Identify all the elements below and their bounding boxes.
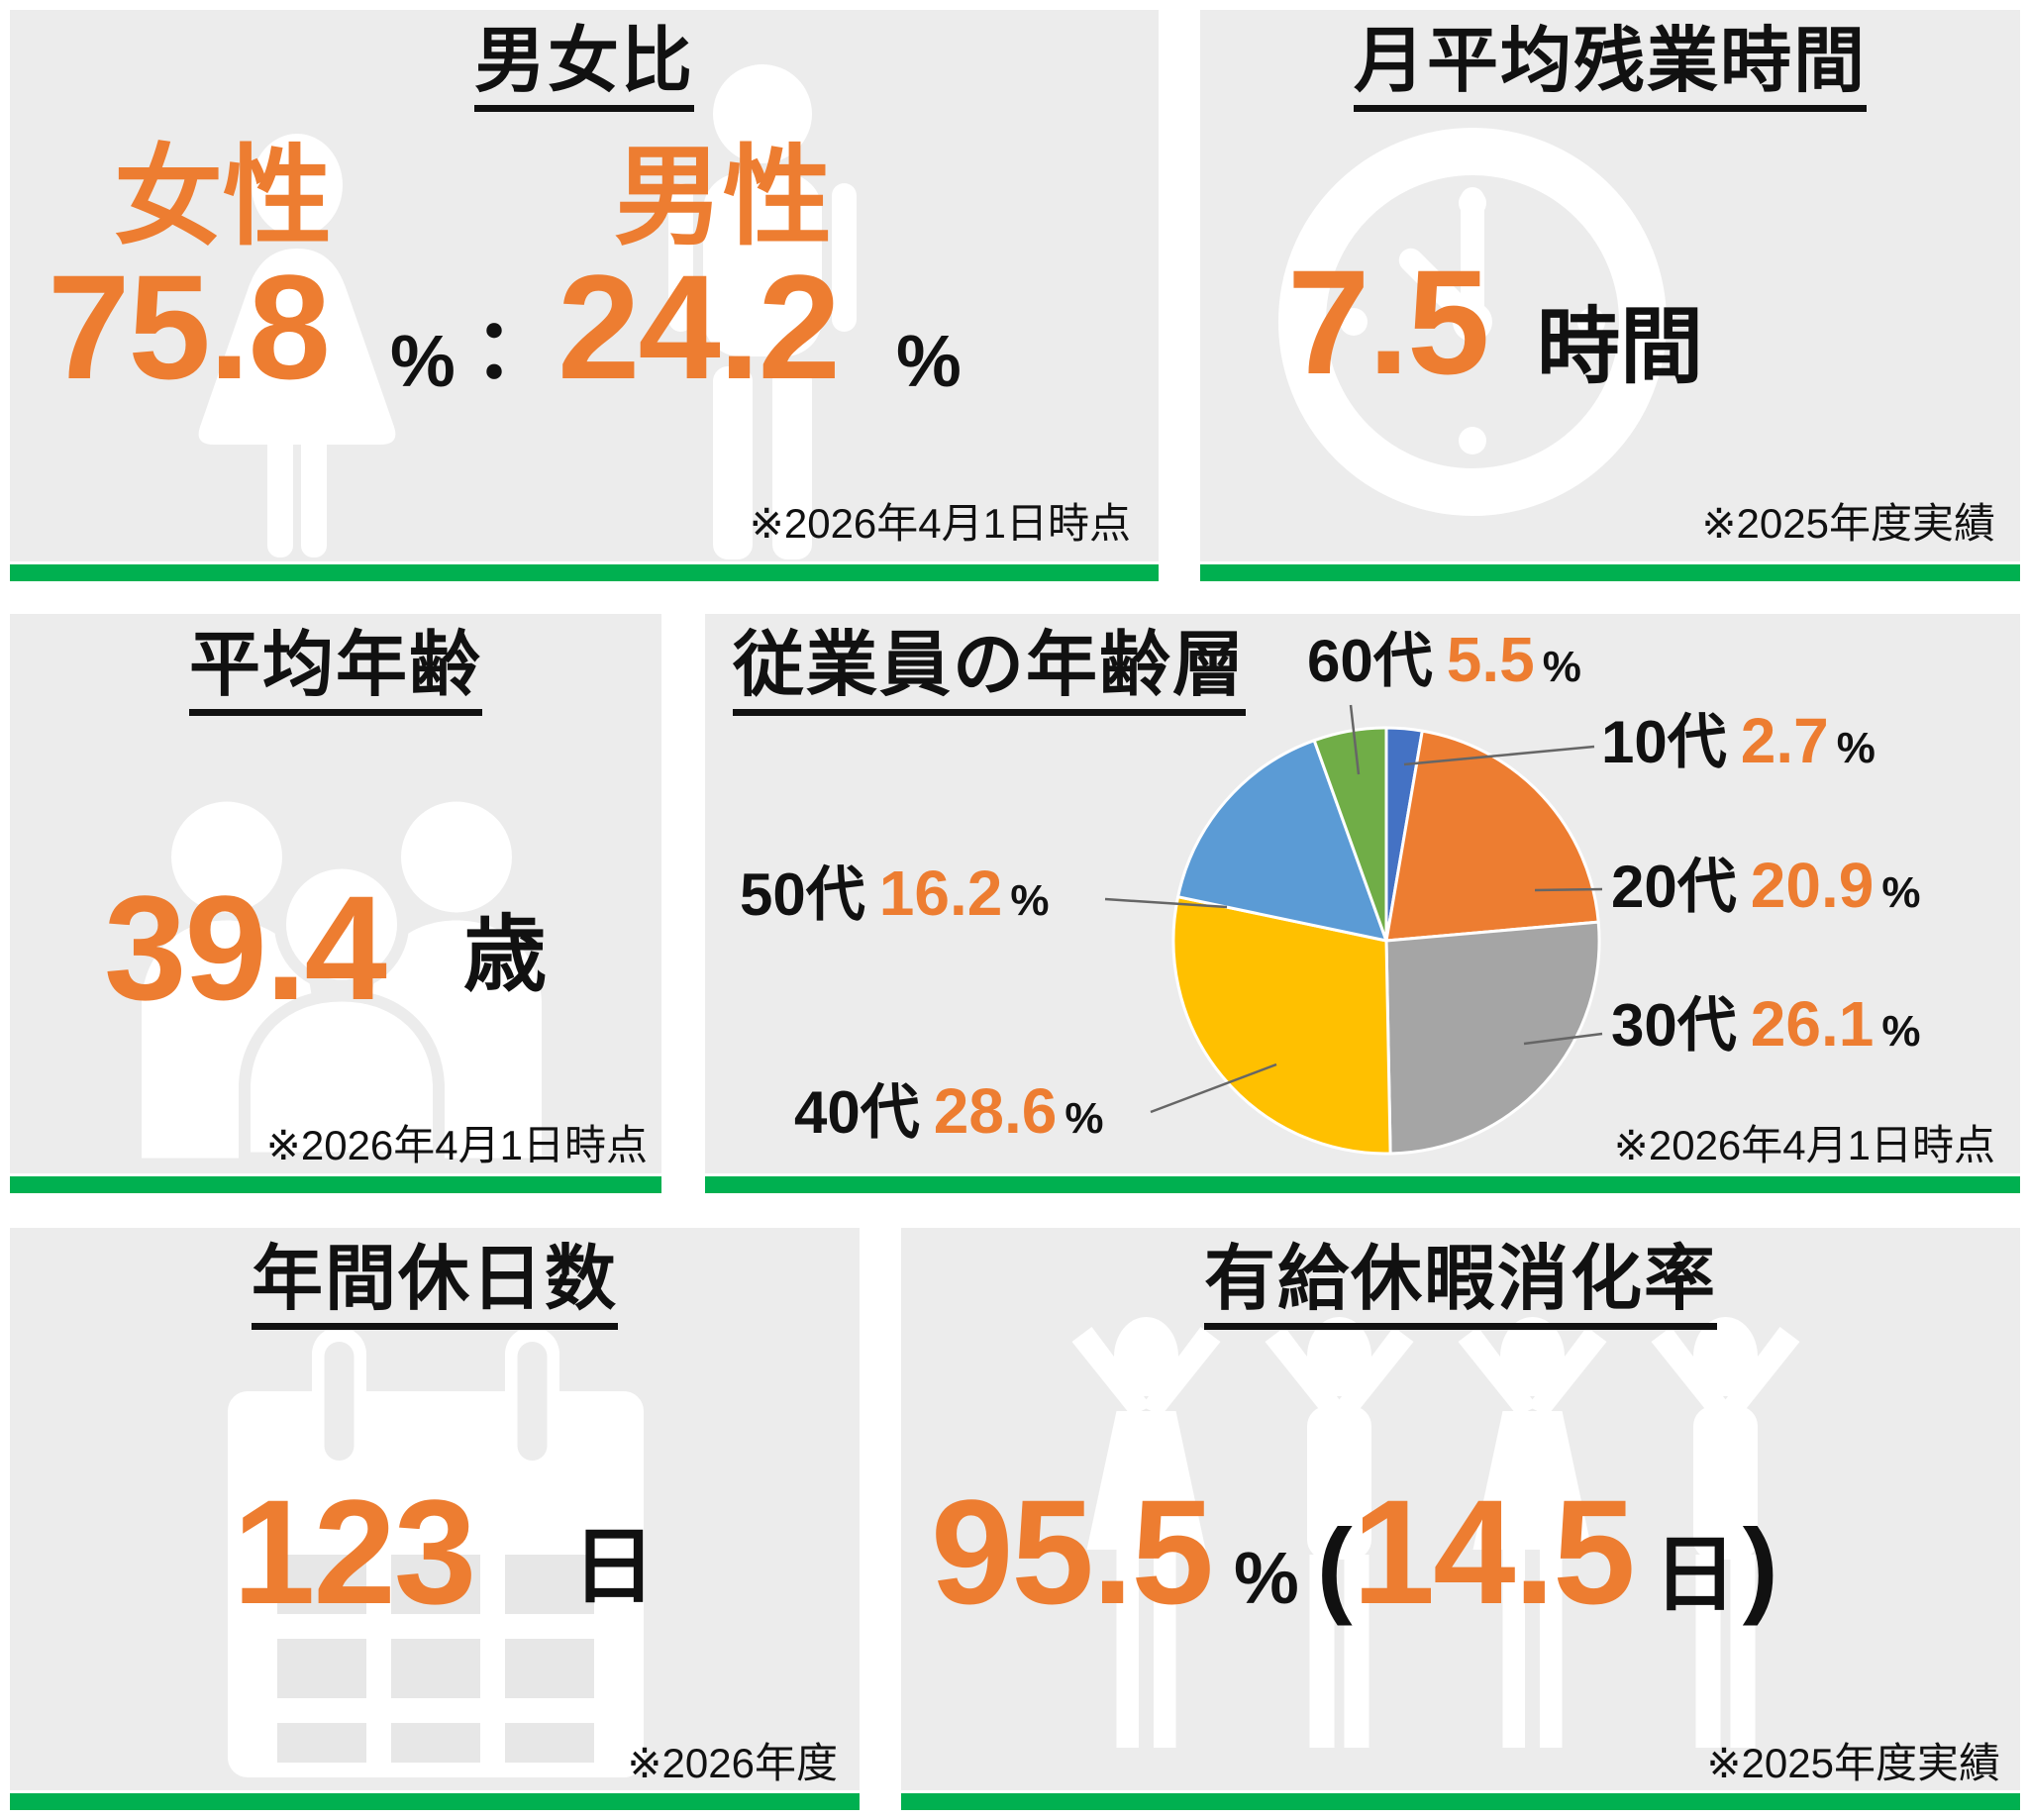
pie-leader-line-40代 xyxy=(1150,1062,1277,1114)
gender-note: ※2026年4月1日時点 xyxy=(749,500,1131,547)
male-ratio-percent-sign: % xyxy=(896,320,962,402)
overtime-value: 7.5 xyxy=(1287,239,1490,405)
pie-label-unit: % xyxy=(1881,1007,1921,1056)
card-gender-ratio-body xyxy=(10,10,1159,561)
card-age-distribution-title: 従業員の年齢層 xyxy=(733,630,1247,716)
holidays-note: ※2026年度 xyxy=(627,1740,838,1786)
green-accent-bar xyxy=(10,1793,860,1810)
pie-label-unit: % xyxy=(1065,1094,1104,1143)
open-paren: ( xyxy=(1316,1506,1353,1626)
age-distribution-pie-chart xyxy=(1104,704,1603,1156)
pie-label-unit: % xyxy=(1881,868,1921,917)
card-overtime-title: 月平均残業時間 xyxy=(1200,26,2020,112)
calendar-icon xyxy=(203,1317,668,1792)
pie-label-unit: % xyxy=(1542,643,1581,691)
pie-label-10代: 10代 2.7% xyxy=(1601,709,1876,772)
pie-label-30代: 30代 26.1% xyxy=(1611,992,1920,1056)
card-gender-ratio: 男女比 女性 男性 75.8 % ： 24.2 % ※2026年4月1日時点 xyxy=(10,10,1159,581)
pie-label-value: 20.9 xyxy=(1750,850,1875,921)
paid-leave-rate-value: 95.5 xyxy=(931,1468,1214,1635)
celebrating-people-icon xyxy=(1050,1312,1822,1797)
pie-leader-line-60代 xyxy=(1349,704,1361,775)
card-average-age: 平均年齢 39.4 歳 ※2026年4月1日時点 xyxy=(10,614,661,1193)
average-age-note: ※2026年4月1日時点 xyxy=(265,1122,648,1168)
overtime-unit: 時間 xyxy=(1537,300,1704,393)
pie-leader-line-50代 xyxy=(1104,897,1228,909)
female-ratio-value: 75.8 xyxy=(48,244,331,410)
card-age-distribution: 従業員の年齢層 ※2026年4月1日時点 10代 2.7% 20代 20.9% 30代 2… xyxy=(705,614,2020,1193)
female-ratio-percent-sign: % xyxy=(390,320,456,402)
pie-leader-line-10代 xyxy=(1403,745,1595,766)
card-overtime-body xyxy=(1200,10,2020,561)
card-gender-ratio-title: 男女比 xyxy=(10,26,1159,112)
pie-label-20代: 20代 20.9% xyxy=(1611,854,1920,917)
pie-label-category: 30代 xyxy=(1611,992,1737,1059)
card-annual-holidays-title: 年間休日数 xyxy=(10,1244,860,1330)
average-age-value: 39.4 xyxy=(104,864,387,1031)
overtime-note: ※2025年度実績 xyxy=(1701,500,1995,547)
pie-slice-60代 xyxy=(1312,726,1388,943)
close-paren: ) xyxy=(1742,1506,1778,1626)
pie-label-40代: 40代 28.6% xyxy=(794,1079,1103,1143)
ratio-separator: ： xyxy=(473,302,558,395)
green-accent-bar xyxy=(705,1176,2020,1193)
male-silhouette-icon xyxy=(624,59,901,559)
pie-label-category: 50代 xyxy=(740,861,865,928)
pie-label-category: 20代 xyxy=(1611,854,1737,920)
pie-label-unit: % xyxy=(1836,724,1876,772)
card-average-age-title: 平均年齢 xyxy=(10,630,661,716)
male-label: 男性 xyxy=(614,137,832,258)
female-silhouette-icon xyxy=(99,134,495,559)
paid-leave-note: ※2025年度実績 xyxy=(1706,1740,2000,1786)
pie-slice-20代 xyxy=(1384,729,1600,943)
pie-label-unit: % xyxy=(1010,876,1050,925)
pie-label-value: 5.5 xyxy=(1446,624,1535,695)
people-group-icon xyxy=(104,777,579,1159)
pie-label-60代: 60代 5.5% xyxy=(1307,628,1581,691)
average-age-unit: 歳 xyxy=(463,908,548,1001)
card-overtime: 月平均残業時間 7.5 時間 ※2025年度実績 xyxy=(1200,10,2020,581)
clock-icon xyxy=(1255,104,1690,540)
pie-label-value: 16.2 xyxy=(878,858,1003,929)
pie-leader-line-30代 xyxy=(1523,1032,1603,1046)
card-paid-leave: 有給休暇消化率 xyxy=(901,1228,2020,1810)
green-accent-bar xyxy=(901,1793,2020,1810)
pie-leader-line-20代 xyxy=(1534,887,1603,892)
green-accent-bar xyxy=(10,564,1159,581)
paid-leave-value-row: 95.5 % ( 14.5 日 ) xyxy=(931,1477,1778,1626)
pie-label-value: 2.7 xyxy=(1740,705,1829,776)
pie-label-value: 26.1 xyxy=(1750,988,1875,1060)
pie-label-category: 40代 xyxy=(794,1079,920,1146)
card-paid-leave-body xyxy=(901,1228,2020,1790)
card-paid-leave-title: 有給休暇消化率 xyxy=(901,1244,2020,1330)
paid-leave-days-unit: 日 xyxy=(1653,1528,1737,1621)
paid-leave-percent-sign: % xyxy=(1233,1537,1299,1619)
male-ratio-value: 24.2 xyxy=(558,244,841,410)
pie-label-value: 28.6 xyxy=(933,1075,1058,1147)
age-distribution-note: ※2026年4月1日時点 xyxy=(1613,1122,1995,1168)
card-annual-holidays: 年間休日数 123 日 ※2026年度 xyxy=(10,1228,860,1810)
pie-slice-40代 xyxy=(1171,895,1392,1156)
pie-label-category: 10代 xyxy=(1601,709,1727,775)
paid-leave-days-value: 14.5 xyxy=(1352,1468,1636,1635)
holidays-unit: 日 xyxy=(572,1520,657,1613)
green-accent-bar xyxy=(1200,564,2020,581)
pie-slice-50代 xyxy=(1176,739,1388,943)
green-accent-bar xyxy=(10,1176,661,1193)
pie-slice-30代 xyxy=(1384,920,1601,1156)
female-label: 女性 xyxy=(114,137,332,258)
holidays-value: 123 xyxy=(233,1468,476,1635)
pie-label-50代: 50代 16.2% xyxy=(740,861,1049,925)
pie-label-category: 60代 xyxy=(1307,628,1433,694)
